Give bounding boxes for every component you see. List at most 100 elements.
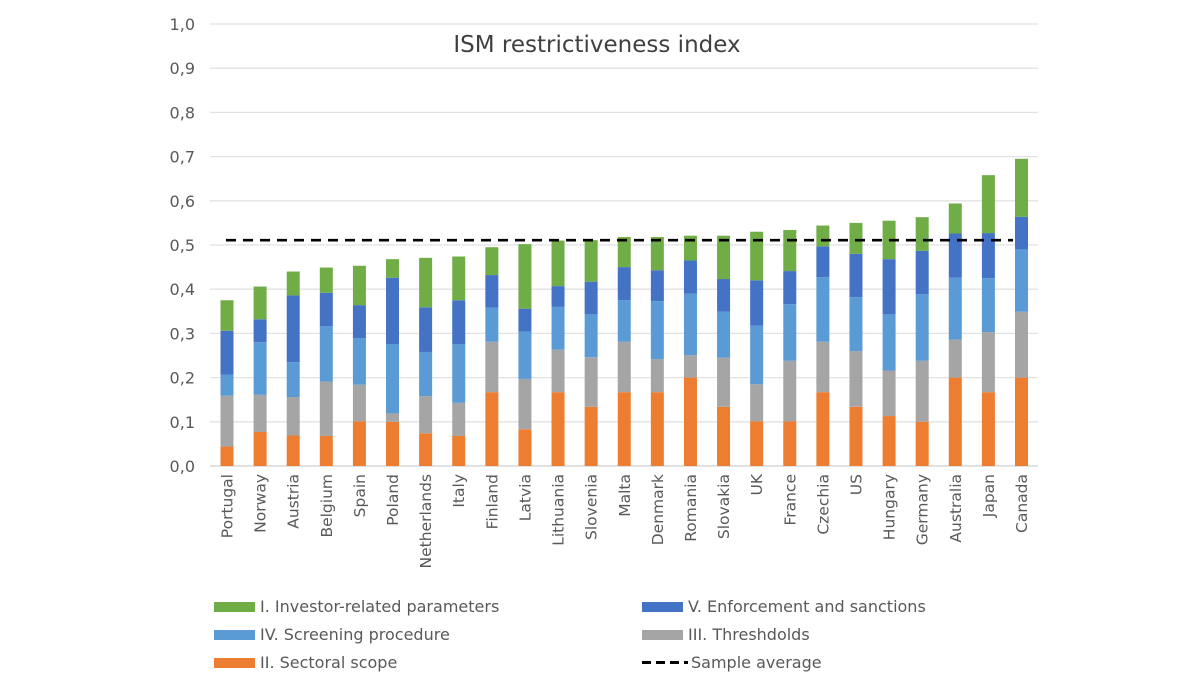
bar-segment [584, 314, 598, 358]
bar-segment [915, 421, 929, 466]
bar-segment [518, 429, 532, 466]
bar-segment [452, 300, 466, 345]
bar-segment [849, 222, 863, 254]
bar-segment [386, 344, 400, 414]
chart-title: ISM restrictiveness index [453, 32, 740, 58]
legend-swatch [642, 601, 683, 612]
bar-segment [386, 259, 400, 278]
bar-stack-portugal [220, 300, 234, 466]
bar-segment [551, 306, 565, 350]
legend-item-thresholds: III. Threshdolds [642, 625, 810, 644]
bar-stack-france [783, 229, 797, 466]
bar-stack-uk [750, 231, 764, 466]
bar-segment [485, 275, 499, 308]
bar-segment [783, 229, 797, 272]
x-category-label: Slovenia [583, 474, 601, 540]
bar-segment [584, 240, 598, 282]
bar-segment [882, 314, 896, 371]
bar-stack-hungary [882, 220, 896, 466]
x-category-label: Hungary [881, 474, 899, 540]
bar-segment [981, 392, 995, 466]
y-tick-label: 0,2 [170, 369, 195, 388]
bar-segment [683, 355, 697, 378]
bar-segment [650, 359, 664, 393]
x-category-label: Poland [384, 474, 402, 526]
bar-segment [915, 294, 929, 361]
bar-segment [452, 256, 466, 301]
y-tick-label: 0,3 [170, 324, 195, 343]
bar-segment [650, 270, 664, 302]
bar-stack-austria [286, 271, 300, 466]
bar-segment [485, 392, 499, 466]
bar-segment [584, 406, 598, 466]
bar-segment [783, 271, 797, 305]
bar-segment [419, 307, 433, 352]
bar-segment [220, 300, 234, 331]
x-category-label: Romania [682, 474, 700, 542]
bar-segment [882, 416, 896, 466]
bar-segment [915, 360, 929, 422]
y-tick-label: 0,6 [170, 192, 195, 211]
x-category-label: Japan [980, 474, 998, 518]
bar-stack-germany [915, 217, 929, 466]
x-axis-category-labels: Portugal Norway Austria Belgium Spain Poland N… [219, 473, 1032, 568]
bar-segment [915, 217, 929, 251]
bar-segment [816, 392, 830, 466]
bar-segment [948, 233, 962, 278]
bar-segment [717, 311, 731, 358]
bar-stack-spain [352, 265, 366, 466]
bars [220, 158, 1028, 466]
x-category-label: Belgium [318, 474, 336, 538]
bar-segment [419, 433, 433, 466]
bar-segment [253, 342, 267, 395]
bar-segment [816, 341, 830, 393]
x-category-label: Germany [914, 474, 932, 545]
x-category-label: Czechia [814, 474, 832, 535]
stacked-bar-chart: 0,0 0,1 0,2 0,3 0,4 0,5 0,6 0,7 0,8 0,9 1,0 ISM re… [170, 15, 1038, 568]
bar-stack-slovakia [717, 235, 731, 466]
bar-segment [882, 370, 896, 417]
y-tick-label: 0,5 [170, 236, 195, 255]
legend-label: V. Enforcement and sanctions [688, 597, 926, 616]
y-tick-label: 1,0 [170, 15, 195, 34]
bar-segment [849, 406, 863, 466]
bar-segment [650, 301, 664, 360]
bar-stack-australia [948, 203, 962, 466]
bar-segment [220, 330, 234, 375]
bar-segment [915, 250, 929, 295]
bar-segment [518, 331, 532, 379]
x-category-label: Spain [351, 474, 369, 517]
x-category-label: Slovakia [715, 474, 733, 539]
bar-segment [253, 319, 267, 343]
x-category-label: Malta [616, 474, 634, 517]
bar-segment [717, 235, 731, 280]
bar-segment [717, 279, 731, 312]
bar-segment [683, 293, 697, 356]
bar-segment [352, 265, 366, 306]
bar-segment [617, 392, 631, 466]
bar-stack-finland [485, 247, 499, 466]
y-tick-label: 0,0 [170, 457, 195, 476]
bar-segment [419, 351, 433, 397]
bar-segment [849, 297, 863, 352]
y-tick-label: 0,7 [170, 148, 195, 167]
x-category-label: Portugal [219, 474, 237, 538]
bar-segment [352, 384, 366, 422]
bar-segment [319, 435, 333, 466]
bar-segment [717, 357, 731, 407]
bar-segment [352, 305, 366, 339]
bar-segment [816, 277, 830, 342]
bar-stack-norway [253, 286, 267, 466]
bar-stack-italy [452, 256, 466, 466]
bar-segment [849, 253, 863, 298]
bar-segment [452, 344, 466, 403]
bar-segment [981, 332, 995, 393]
x-category-label: Canada [1013, 474, 1031, 533]
bar-segment [750, 325, 764, 385]
bar-segment [319, 326, 333, 382]
legend-label: I. Investor-related parameters [260, 597, 500, 616]
bar-segment [352, 421, 366, 466]
legend-item-sample-average: Sample average [642, 653, 822, 672]
bar-segment [352, 338, 366, 385]
bar-segment [783, 360, 797, 422]
